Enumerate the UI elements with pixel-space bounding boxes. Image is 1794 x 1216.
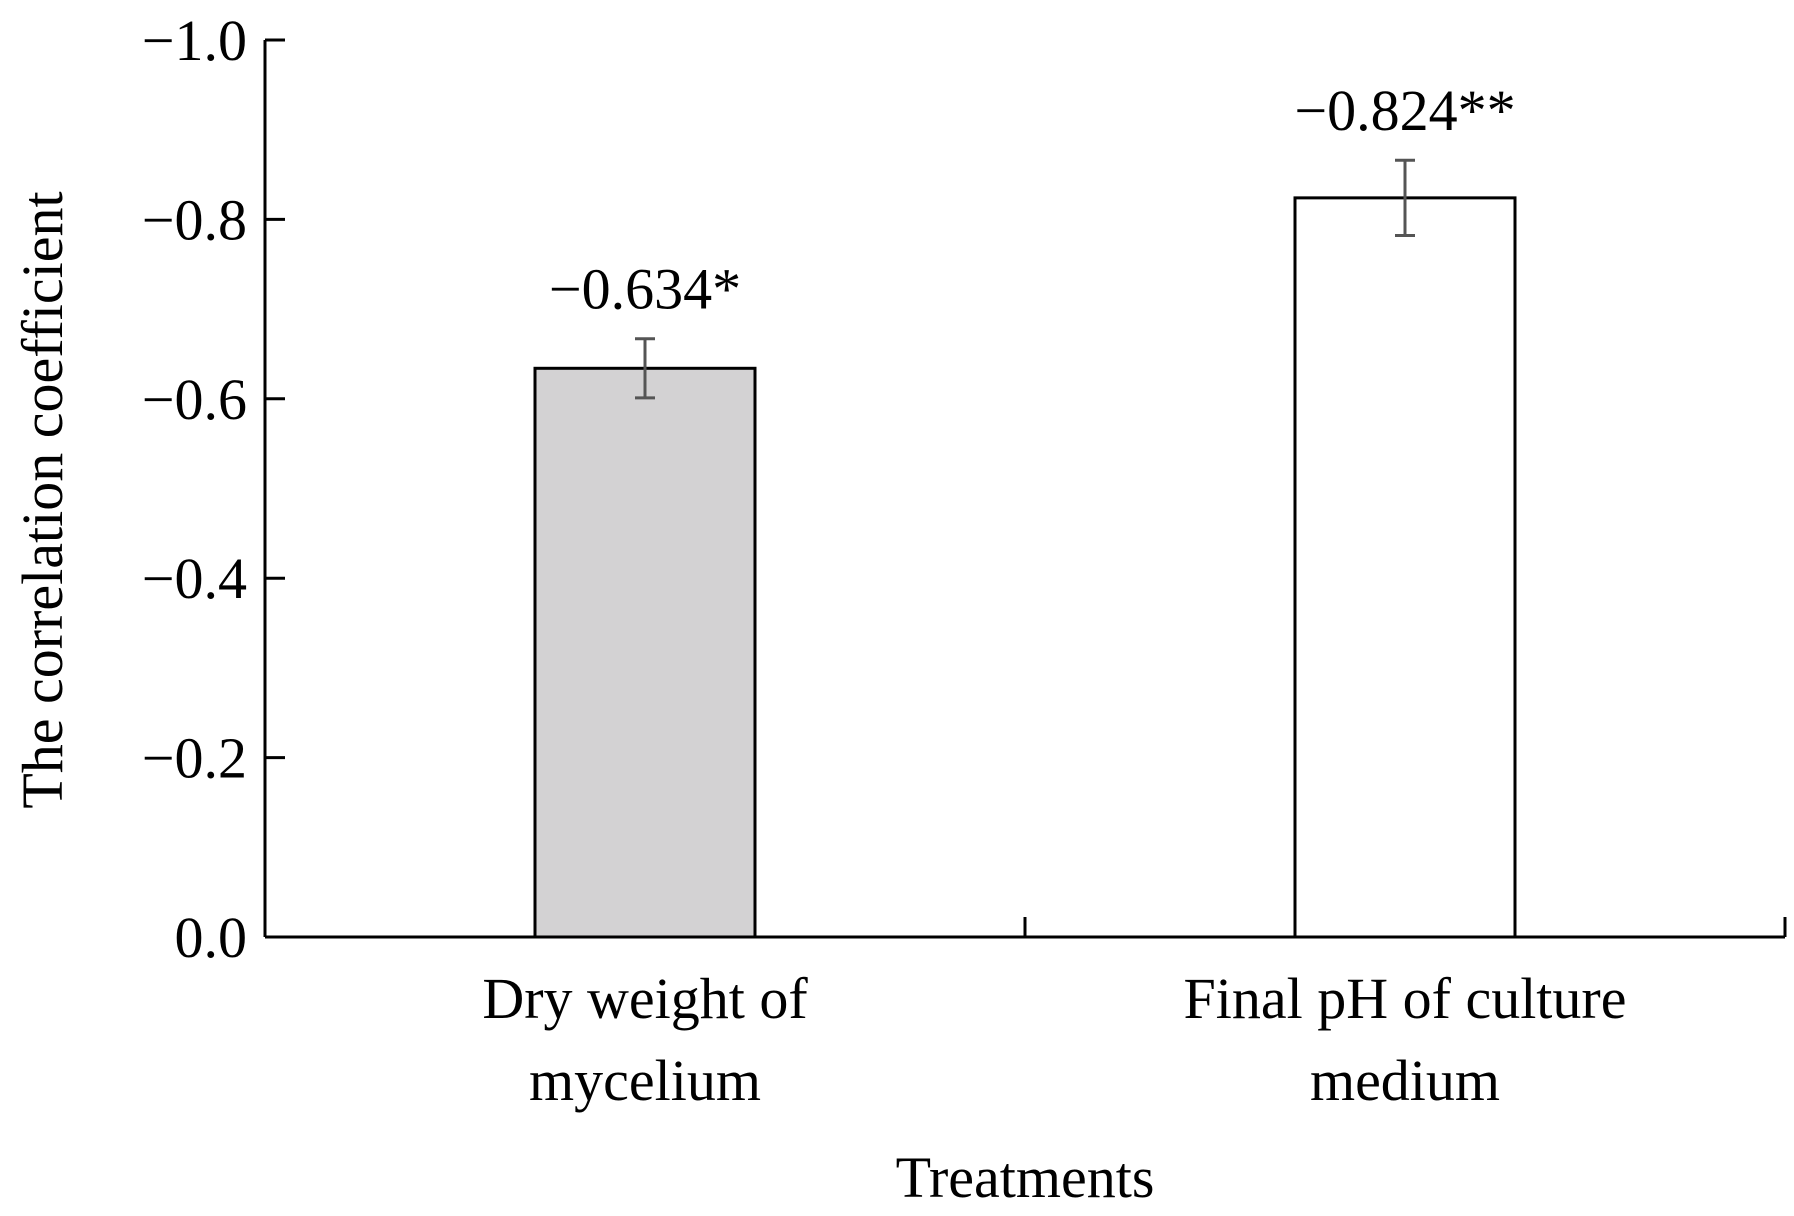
x-axis-title: Treatments xyxy=(896,1145,1155,1210)
y-ticks-group: 0.0 −0.2 −0.4 −0.6 −0.8 −1.0 xyxy=(142,8,285,970)
category-label: Dry weight of xyxy=(482,966,808,1031)
y-axis-title: The correlation coefficient xyxy=(10,191,75,808)
data-labels-group: −0.634* −0.824** xyxy=(549,78,1516,322)
error-bars-group xyxy=(635,158,1415,400)
y-tick-label: −0.4 xyxy=(142,546,247,611)
category-label: mycelium xyxy=(529,1048,761,1113)
y-tick-label: −1.0 xyxy=(142,8,247,73)
y-tick-label: 0.0 xyxy=(175,905,248,970)
y-tick-label: −0.6 xyxy=(142,367,247,432)
y-tick-label: −0.2 xyxy=(142,726,247,791)
data-label: −0.634* xyxy=(549,257,741,322)
bars-group xyxy=(533,196,1517,939)
bar xyxy=(1293,196,1517,939)
category-label: Final pH of culture xyxy=(1184,966,1627,1031)
bar xyxy=(533,366,757,939)
y-tick-label: −0.8 xyxy=(142,187,247,252)
axes-group xyxy=(263,40,1785,939)
category-label: medium xyxy=(1310,1048,1500,1113)
x-ticks-group xyxy=(1023,917,1787,937)
data-label: −0.824** xyxy=(1294,78,1515,143)
category-labels-group: Dry weight of mycelium Final pH of culture… xyxy=(482,966,1626,1113)
